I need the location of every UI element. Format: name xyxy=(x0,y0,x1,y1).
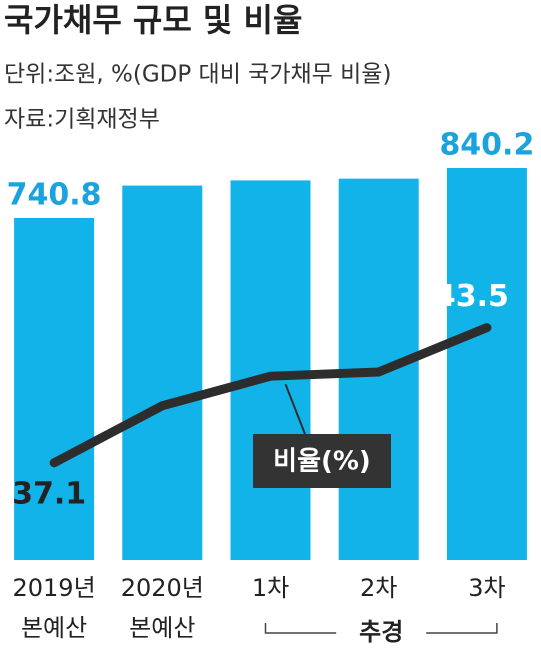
bar xyxy=(446,167,527,560)
x-tick-label: 3차 xyxy=(468,574,506,602)
annotation-label: 비율(%) xyxy=(273,447,371,477)
x-tick-label: 1차 xyxy=(251,574,290,602)
group-bracket xyxy=(264,623,498,634)
bar xyxy=(230,180,311,560)
chart-title: 국가채무 규모 및 비율 xyxy=(4,1,302,39)
x-tick-label: 2차 xyxy=(360,574,398,602)
x-tick-label: 2019년 본예산 xyxy=(12,574,96,642)
ratio-line xyxy=(49,323,492,468)
annotation-box xyxy=(253,434,391,488)
bar xyxy=(14,217,95,560)
subtitle: 단위:조원, %(GDP 대비 국가채무 비율) xyxy=(4,62,391,88)
x-tick-label: 2020년 본예산 xyxy=(120,574,204,642)
annotation-pointer xyxy=(284,383,306,435)
bar-value-label: 740.8 xyxy=(7,177,102,212)
line-value-label: 43.5 xyxy=(435,279,509,314)
group-label: 추경 xyxy=(359,618,403,646)
bar-value-label: 840.2 xyxy=(439,127,534,162)
line-value-label: 37.1 xyxy=(12,476,86,511)
bar xyxy=(122,185,203,560)
source: 자료:기획재정부 xyxy=(4,107,160,133)
